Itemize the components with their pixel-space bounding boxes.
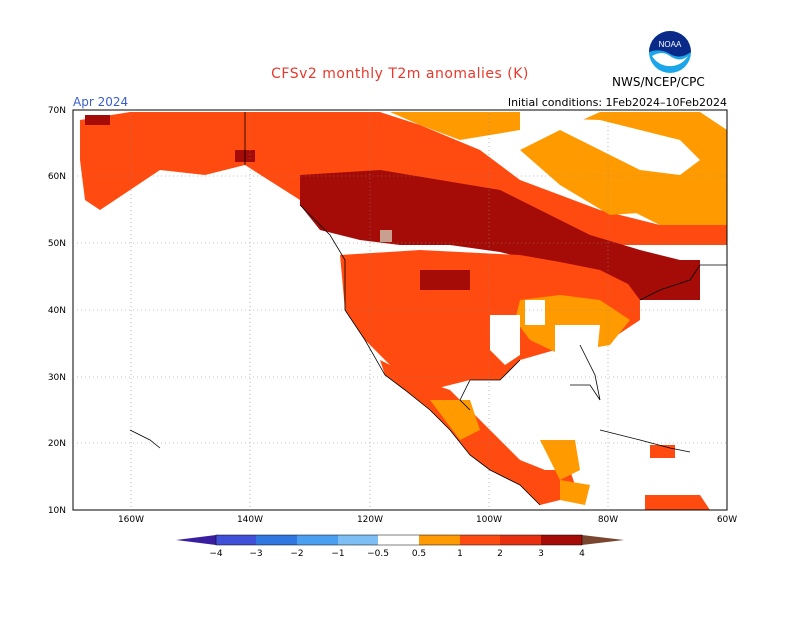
- colorbar-tick: 0.5: [412, 549, 426, 559]
- colorbar-under-triangle: [176, 535, 216, 545]
- colorbar-tick: 3: [538, 549, 544, 559]
- lat-label: 60N: [48, 172, 66, 182]
- colorbar-tick: −1: [331, 549, 344, 559]
- colorbar-segment: [338, 535, 378, 545]
- colorbar-tick: 4: [579, 549, 585, 559]
- colorbar-segment: [216, 535, 256, 545]
- forecast-period: Apr 2024: [73, 95, 129, 109]
- colorbar-over-triangle: [582, 535, 624, 545]
- lat-label: 50N: [48, 239, 66, 249]
- lon-label: 140W: [237, 515, 263, 525]
- graticule: [73, 110, 727, 510]
- colorbar-segment: [460, 535, 500, 545]
- agency-label: NWS/NCEP/CPC: [612, 75, 705, 89]
- lat-label: 40N: [48, 306, 66, 316]
- colorbar-segment: [297, 535, 338, 545]
- noaa-logo: NOAA: [648, 30, 692, 74]
- lat-labels: 70N 60N 50N 40N 30N 20N 10N: [48, 106, 66, 516]
- initial-conditions: Initial conditions: 1Feb2024–10Feb2024: [507, 96, 727, 109]
- colorbar-segment: [541, 535, 582, 545]
- lon-label: 100W: [476, 515, 502, 525]
- colorbar-tick: −3: [249, 549, 262, 559]
- noaa-logo-text: NOAA: [659, 40, 682, 49]
- colorbar: −4 −3 −2 −1 −0.5 0.5 1 2 3 4: [176, 534, 624, 559]
- lon-label: 60W: [717, 515, 737, 525]
- colorbar-tick: 1: [457, 549, 463, 559]
- colorbar-tick: −0.5: [367, 549, 389, 559]
- lat-label: 30N: [48, 373, 66, 383]
- map-title: CFSv2 monthly T2m anomalies (K): [271, 66, 529, 82]
- coastlines: [129, 112, 727, 506]
- colorbar-segment: [500, 535, 541, 545]
- lat-label: 10N: [48, 506, 66, 516]
- lon-label: 80W: [598, 515, 618, 525]
- lon-label: 120W: [357, 515, 383, 525]
- colorbar-segment: [419, 535, 460, 545]
- colorbar-tick: −4: [209, 549, 223, 559]
- lat-label: 70N: [48, 106, 66, 116]
- lon-labels: 160W 140W 120W 100W 80W 60W: [118, 515, 737, 525]
- colorbar-segment: [256, 535, 297, 545]
- lon-label: 160W: [118, 515, 144, 525]
- lat-label: 20N: [48, 439, 66, 449]
- colorbar-tick: 2: [497, 549, 503, 559]
- colorbar-tick: −2: [290, 549, 303, 559]
- colorbar-segment: [378, 535, 419, 545]
